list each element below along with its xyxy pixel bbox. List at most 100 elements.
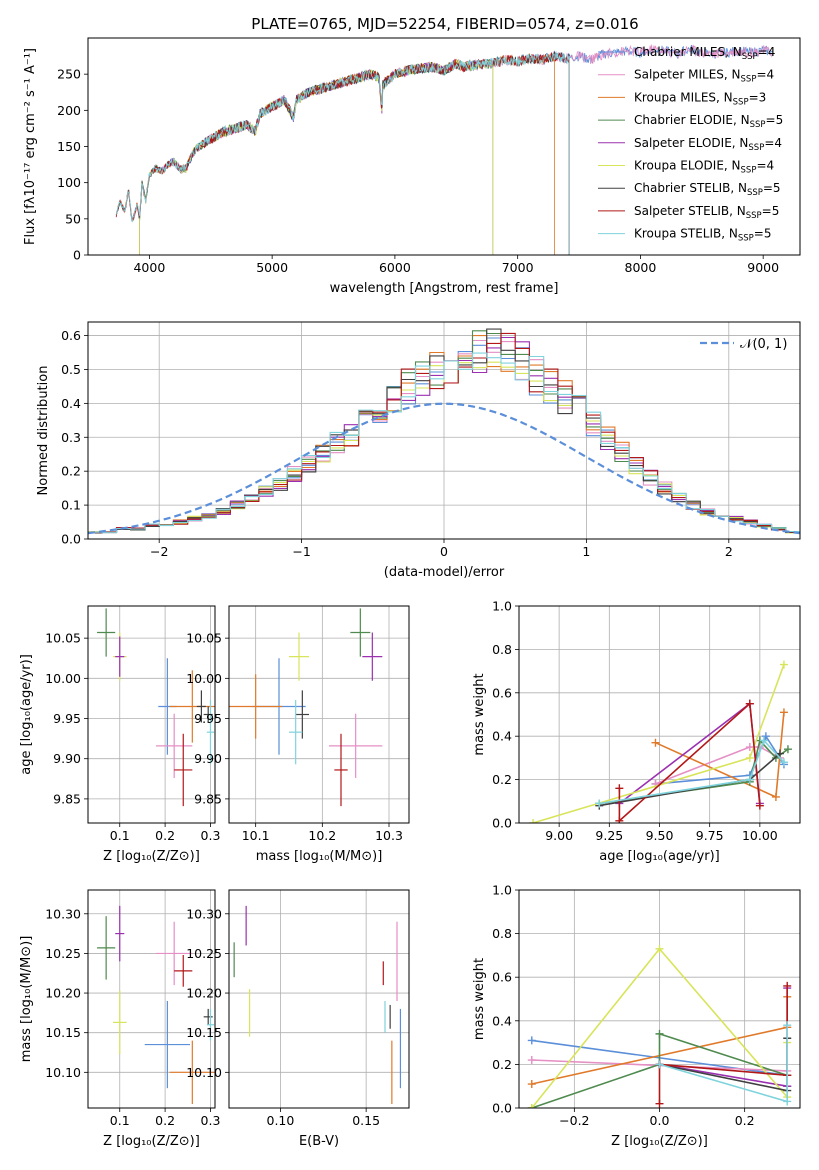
x-tick-label: 9.00 (545, 828, 573, 843)
spectrum-line-kroupa_stelib (115, 51, 570, 255)
plot-area (529, 660, 792, 823)
marker-plus (745, 775, 754, 784)
y-axis-label: age [log₁₀(age/yr)] (19, 654, 34, 775)
marker-plus (655, 1029, 664, 1038)
y-tick-label: 10.20 (186, 986, 222, 1001)
marker-plus (759, 736, 768, 745)
x-tick-label: 6000 (379, 260, 411, 275)
mass-weight-line-salpeter_stelib (618, 701, 761, 823)
y-tick-label: 9.90 (194, 751, 222, 766)
errorbar-point (334, 733, 348, 807)
y-tick-label: 10.25 (186, 946, 222, 961)
x-tick-label: 4000 (133, 260, 165, 275)
panel-mass_weight_vs_Z: −0.2 0.0 0.2 0.0 0.2 0.4 0.6 0.8 1.0 Z [log₁₀(Z/Z… (472, 883, 801, 1149)
errorbar-point (206, 1008, 215, 1041)
y-tick-label: 0 (73, 248, 81, 263)
legend-label: 𝒩(0, 1) (740, 337, 787, 352)
mass-weight-line-kroupa_stelib (659, 1025, 788, 1103)
errorbar-point (169, 1040, 215, 1105)
legend-label: Chabrier MILES, NSSP=4 (634, 45, 775, 62)
errorbar-point (289, 700, 303, 765)
marker-plus (651, 738, 660, 747)
y-tick-label: 9.85 (194, 791, 222, 806)
marker-plus (527, 1056, 536, 1065)
y-tick-label: 0.6 (492, 685, 512, 700)
histogram-kroupa_stelib (88, 352, 800, 534)
y-tick-label: 0.6 (492, 970, 512, 985)
errorbar-point (206, 700, 215, 765)
legend-label: Kroupa MILES, NSSP=3 (634, 90, 766, 107)
x-tick-label: 10.1 (242, 828, 270, 843)
x-tick-label: 0.0 (650, 1113, 670, 1128)
y-tick-label: 0.8 (492, 926, 512, 941)
x-tick-label: 2 (725, 544, 733, 559)
y-tick-label: 10.15 (45, 1025, 81, 1040)
y-tick-label: 0.2 (492, 1057, 512, 1072)
marker-plus (745, 753, 754, 762)
y-tick-label: 10.05 (45, 631, 81, 646)
errorbar-point (144, 1000, 191, 1089)
plot-area (88, 328, 800, 535)
errorbar-point (156, 713, 193, 778)
x-axis-label: Z [log₁₀(Z/Z⊙)] (103, 1134, 200, 1149)
y-tick-label: 0.0 (492, 816, 512, 831)
panel-spectrum: 4000 5000 6000 7000 8000 9000 0 50 100 150 200 250 w… (23, 37, 801, 296)
errorbar-point (196, 690, 206, 723)
x-tick-label: 9.75 (696, 828, 724, 843)
marker-plus (527, 1036, 536, 1045)
legend-label: Salpeter MILES, NSSP=4 (634, 68, 774, 85)
legend-label: Kroupa STELIB, NSSP=5 (634, 227, 772, 244)
errorbar-point (289, 632, 309, 681)
x-tick-label: 0.2 (155, 1113, 175, 1128)
marker-plus (745, 699, 754, 708)
x-axis-label: wavelength [Angstrom, rest frame] (330, 281, 559, 296)
x-tick-label: −2 (150, 544, 168, 559)
x-axis-label: E(B-V) (299, 1134, 339, 1149)
y-tick-label: 0.0 (492, 1101, 512, 1116)
mass-weight-line-kroupa_stelib (599, 738, 785, 805)
errorbar-point (229, 674, 283, 739)
y-tick-label: 1.0 (492, 599, 512, 614)
y-tick-label: 10.10 (186, 1065, 222, 1080)
errorbar-point (169, 670, 215, 743)
x-tick-label: 0.3 (201, 1113, 221, 1128)
y-tick-label: 9.95 (194, 711, 222, 726)
x-tick-label: 9.25 (595, 828, 623, 843)
y-tick-label: 0.2 (492, 772, 512, 787)
y-tick-label: 10.10 (45, 1065, 81, 1080)
axes-frame (87, 889, 216, 1109)
errorbar-point (97, 916, 116, 980)
errorbar-point (97, 608, 116, 657)
x-tick-label: 0 (440, 544, 448, 559)
x-tick-label: −0.2 (559, 1113, 589, 1128)
panel-mass_weight_vs_age: 9.00 9.25 9.50 9.75 10.00 0.0 0.2 0.4 0.6 0.8 1.0 a… (472, 599, 801, 864)
legend: Chabrier MILES, NSSP=4 Salpeter MILES, NS… (598, 45, 783, 244)
x-axis-label: mass [log₁₀(M/M⊙)] (256, 849, 383, 864)
y-axis-label: Normed distribution (36, 366, 51, 496)
gaussian-curve (88, 402, 800, 535)
plot-area (97, 905, 215, 1105)
x-axis-label: age [log₁₀(age/yr)] (599, 849, 720, 864)
marker-plus (745, 743, 754, 752)
y-axis-label: mass [log₁₀(M/M⊙)] (19, 936, 34, 1063)
y-tick-label: 10.20 (45, 986, 81, 1001)
marker-plus (615, 784, 624, 793)
y-tick-label: 0.0 (61, 532, 81, 547)
errorbar-point (174, 955, 193, 987)
errorbar-point (203, 1008, 213, 1025)
y-axis-label: mass weight (472, 958, 487, 1040)
x-tick-label: 0.15 (352, 1113, 380, 1128)
errorbar-point (203, 706, 213, 723)
errorbar-point (362, 632, 383, 681)
marker-plus (775, 749, 784, 758)
marker-plus (783, 745, 792, 754)
x-tick-label: 10.3 (375, 828, 403, 843)
figure-title: PLATE=0765, MJD=52254, FIBERID=0574, z=0… (251, 15, 638, 33)
y-tick-label: 0.5 (61, 362, 81, 377)
marker-plus (783, 1097, 792, 1106)
plot-area (233, 905, 402, 1105)
plot-area (97, 608, 215, 807)
legend-label: Chabrier STELIB, NSSP=5 (634, 181, 781, 198)
y-tick-label: 9.90 (53, 751, 81, 766)
